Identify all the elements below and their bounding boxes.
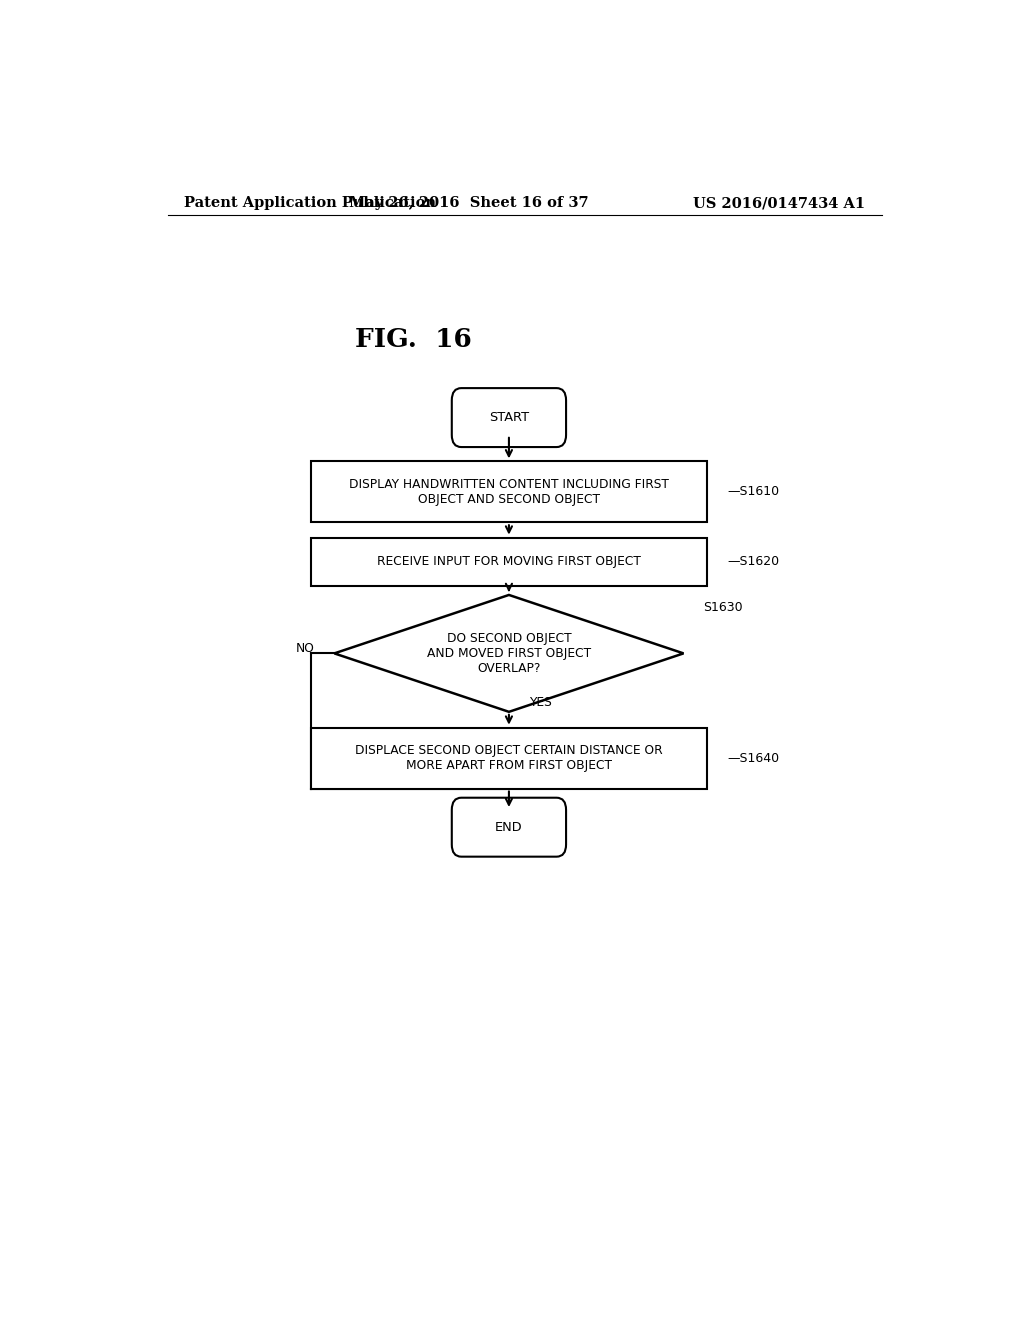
- Text: FIG.  16: FIG. 16: [355, 327, 472, 352]
- Text: May 26, 2016  Sheet 16 of 37: May 26, 2016 Sheet 16 of 37: [349, 197, 589, 210]
- Text: NO: NO: [296, 642, 314, 655]
- Polygon shape: [334, 595, 684, 711]
- FancyBboxPatch shape: [452, 388, 566, 447]
- Text: DISPLACE SECOND OBJECT CERTAIN DISTANCE OR
MORE APART FROM FIRST OBJECT: DISPLACE SECOND OBJECT CERTAIN DISTANCE …: [355, 744, 663, 772]
- Text: —S1620: —S1620: [727, 556, 779, 569]
- Text: RECEIVE INPUT FOR MOVING FIRST OBJECT: RECEIVE INPUT FOR MOVING FIRST OBJECT: [377, 556, 641, 569]
- Text: Patent Application Publication: Patent Application Publication: [183, 197, 435, 210]
- Text: START: START: [488, 411, 529, 424]
- Text: DO SECOND OBJECT
AND MOVED FIRST OBJECT
OVERLAP?: DO SECOND OBJECT AND MOVED FIRST OBJECT …: [427, 632, 591, 675]
- Text: YES: YES: [528, 696, 552, 709]
- Text: END: END: [496, 821, 522, 834]
- Text: —S1640: —S1640: [727, 751, 779, 764]
- Text: DISPLAY HANDWRITTEN CONTENT INCLUDING FIRST
OBJECT AND SECOND OBJECT: DISPLAY HANDWRITTEN CONTENT INCLUDING FI…: [349, 478, 669, 506]
- Bar: [310, 537, 708, 586]
- Text: —S1610: —S1610: [727, 486, 779, 498]
- Text: US 2016/0147434 A1: US 2016/0147434 A1: [692, 197, 865, 210]
- Bar: [310, 727, 708, 788]
- Text: S1630: S1630: [703, 601, 743, 614]
- Bar: [310, 461, 708, 523]
- FancyBboxPatch shape: [452, 797, 566, 857]
